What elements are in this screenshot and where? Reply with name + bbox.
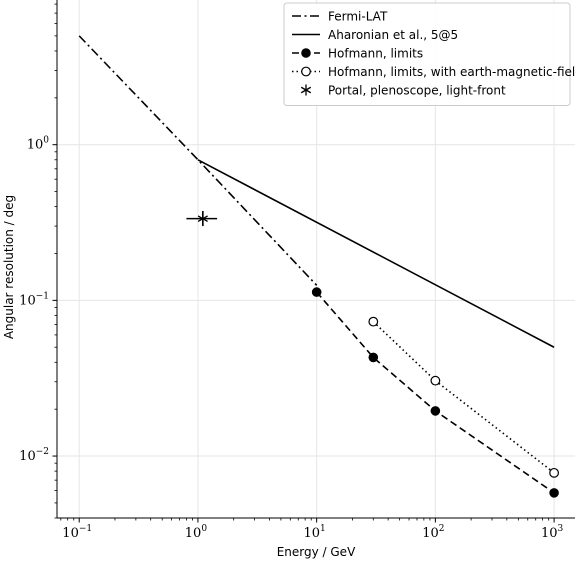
- x-axis-label: Energy / GeV: [277, 545, 356, 559]
- data-point: [549, 467, 559, 478]
- legend-label: Fermi-LAT: [328, 9, 388, 23]
- x-tick-label-0: 10−1: [62, 524, 92, 541]
- axes: 10−1 100 101 102 103 10−2 10−1 100: [19, 0, 575, 541]
- x-tick-label-1: 100: [185, 524, 208, 541]
- y-axis-label: Angular resolution / deg: [2, 195, 16, 339]
- data-point: [430, 375, 441, 386]
- star-arm: [197, 215, 208, 222]
- legend-box: [283, 2, 571, 106]
- series-3: [368, 316, 559, 478]
- star-arm: [300, 86, 312, 94]
- y-tick-label-2: 100: [27, 136, 50, 153]
- data-point: [311, 287, 322, 297]
- legend-entry-3: Hofmann, limits, with earth-magnetic-fie…: [292, 65, 576, 79]
- data-point: [368, 316, 379, 327]
- legend-entry-2: Hofmann, limits: [292, 46, 423, 60]
- data-point: [368, 352, 379, 363]
- legend: Fermi-LAT Aharonian et al., 5@5 Hofmann, l…: [283, 2, 576, 106]
- legend-entry-0: Fermi-LAT: [292, 9, 388, 23]
- legend-label: Hofmann, limits, with earth-magnetic-fie…: [328, 65, 576, 79]
- series-layer: [78, 35, 559, 498]
- y-tick-label-1: 10−1: [19, 291, 49, 308]
- data-point: [197, 213, 208, 225]
- series-2: [311, 287, 559, 498]
- x-tick-label-3: 102: [422, 524, 444, 541]
- legend-entry-1: Aharonian et al., 5@5: [292, 28, 458, 42]
- legend-entry-4: Portal, plenoscope, light-front: [300, 83, 506, 97]
- legend-label: Aharonian et al., 5@5: [328, 28, 458, 42]
- legend-label: Portal, plenoscope, light-front: [328, 83, 506, 97]
- series-line-2: [316, 291, 555, 494]
- series-line-0: [78, 35, 318, 286]
- legend-handle-marker: [301, 66, 311, 77]
- data-point: [549, 488, 559, 498]
- y-tick-label-0: 10−2: [19, 447, 49, 464]
- x-tick-label-4: 103: [541, 524, 564, 541]
- series-line-3: [372, 321, 555, 474]
- series-line-1: [197, 159, 555, 348]
- legend-handle-marker: [300, 84, 312, 96]
- data-point: [430, 406, 441, 416]
- series-1: [197, 159, 555, 348]
- legend-label: Hofmann, limits: [328, 46, 423, 60]
- legend-handle-marker: [301, 48, 311, 58]
- series-0: [78, 35, 318, 286]
- x-tick-label-2: 101: [304, 524, 326, 541]
- series-4: [186, 211, 218, 227]
